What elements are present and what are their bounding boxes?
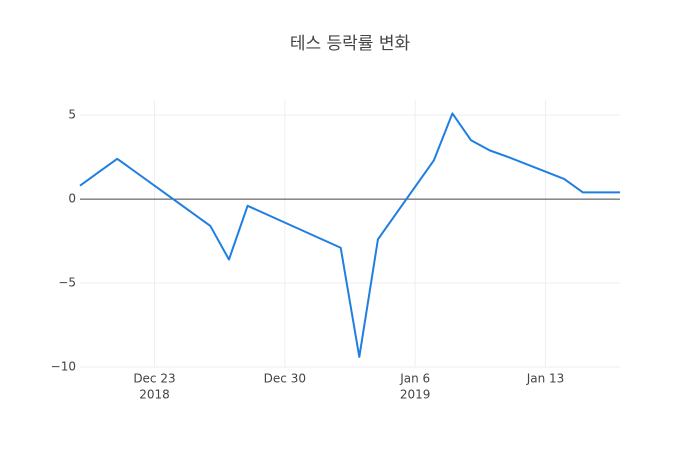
y-tick-label: 5 [68, 108, 76, 122]
x-tick-sublabel: 2019 [400, 388, 431, 402]
x-tick-label: Jan 13 [526, 372, 565, 386]
x-tick-label: Dec 30 [264, 372, 306, 386]
chart-title: 테스 등락률 변화 [290, 34, 411, 54]
data-line [79, 112, 620, 358]
x-tick-label: Dec 23 [133, 372, 175, 386]
y-tick-label: −10 [51, 360, 76, 374]
y-tick-label: −5 [58, 276, 76, 290]
y-tick-label: 0 [68, 192, 76, 206]
x-tick-sublabel: 2018 [139, 388, 170, 402]
x-tick-label: Jan 6 [399, 372, 430, 386]
